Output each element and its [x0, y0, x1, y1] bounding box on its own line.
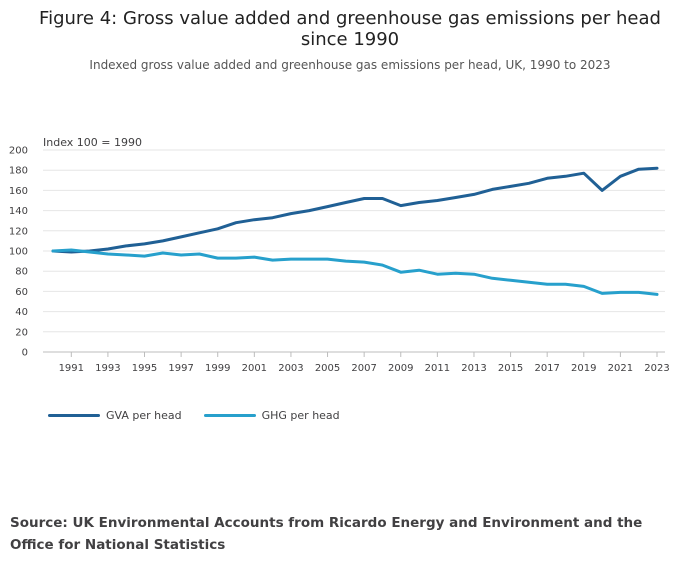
chart-title: Figure 4: Gross value added and greenhou… [39, 8, 661, 50]
x-tick-label: 2003 [278, 363, 303, 374]
x-tick-label: 1991 [59, 363, 84, 374]
y-tick-label: 40 [15, 307, 28, 318]
x-tick-label: 1993 [95, 363, 120, 374]
y-tick-label: 120 [9, 226, 28, 237]
x-tick-label: 1999 [205, 363, 230, 374]
line-chart: 0 20 40 60 80 100 120 140 160 180 200 1991 1993 1995… [9, 136, 670, 374]
source-note: Source: UK Environmental Accounts from R… [10, 515, 643, 553]
x-tick-label: 2019 [571, 363, 596, 374]
legend-item-ghg[interactable]: GHG per head [203, 409, 340, 422]
y-axis-unit-label: Index 100 = 1990 [43, 136, 142, 149]
data-series [51, 166, 659, 296]
y-tick-label: 0 [22, 348, 28, 359]
gridlines [43, 149, 665, 353]
y-tick-label: 200 [9, 146, 28, 157]
x-tick-label: 2005 [315, 363, 340, 374]
y-tick-label: 60 [15, 287, 28, 298]
y-tick-label: 20 [15, 327, 28, 338]
y-tick-label: 80 [15, 267, 28, 278]
legend-label-ghg: GHG per head [261, 409, 340, 422]
y-axis-ticks: 0 20 40 60 80 100 120 140 160 180 200 [9, 146, 28, 359]
legend: GVA per head GHG per head [48, 409, 340, 422]
chart-subtitle: Indexed gross value added and greenhouse… [89, 58, 611, 72]
x-tick-label: 2015 [498, 363, 523, 374]
x-tick-label: 1997 [168, 363, 193, 374]
x-tick-label: 2021 [608, 363, 633, 374]
legend-swatch-gva [48, 414, 100, 417]
legend-label-gva: GVA per head [106, 409, 182, 422]
x-tick-label: 2017 [534, 363, 559, 374]
series-line-ghg-per-head[interactable] [51, 248, 659, 296]
x-tick-label: 1995 [132, 363, 157, 374]
x-tick-label: 2007 [351, 363, 376, 374]
y-tick-label: 140 [9, 206, 28, 217]
y-tick-label: 180 [9, 166, 28, 177]
legend-item-gva[interactable]: GVA per head [48, 409, 182, 422]
x-tick-label: 2013 [461, 363, 486, 374]
x-tick-label: 2011 [425, 363, 450, 374]
x-axis-ticks: 1991 1993 1995 1997 1999 2001 2003 2005 2007 2009… [59, 352, 670, 374]
x-tick-label: 2001 [242, 363, 267, 374]
y-tick-label: 100 [9, 247, 28, 258]
x-tick-label: 2009 [388, 363, 413, 374]
x-tick-label: 2023 [644, 363, 669, 374]
series-line-gva-per-head[interactable] [51, 166, 659, 254]
y-tick-label: 160 [9, 186, 28, 197]
legend-swatch-ghg [203, 414, 256, 417]
